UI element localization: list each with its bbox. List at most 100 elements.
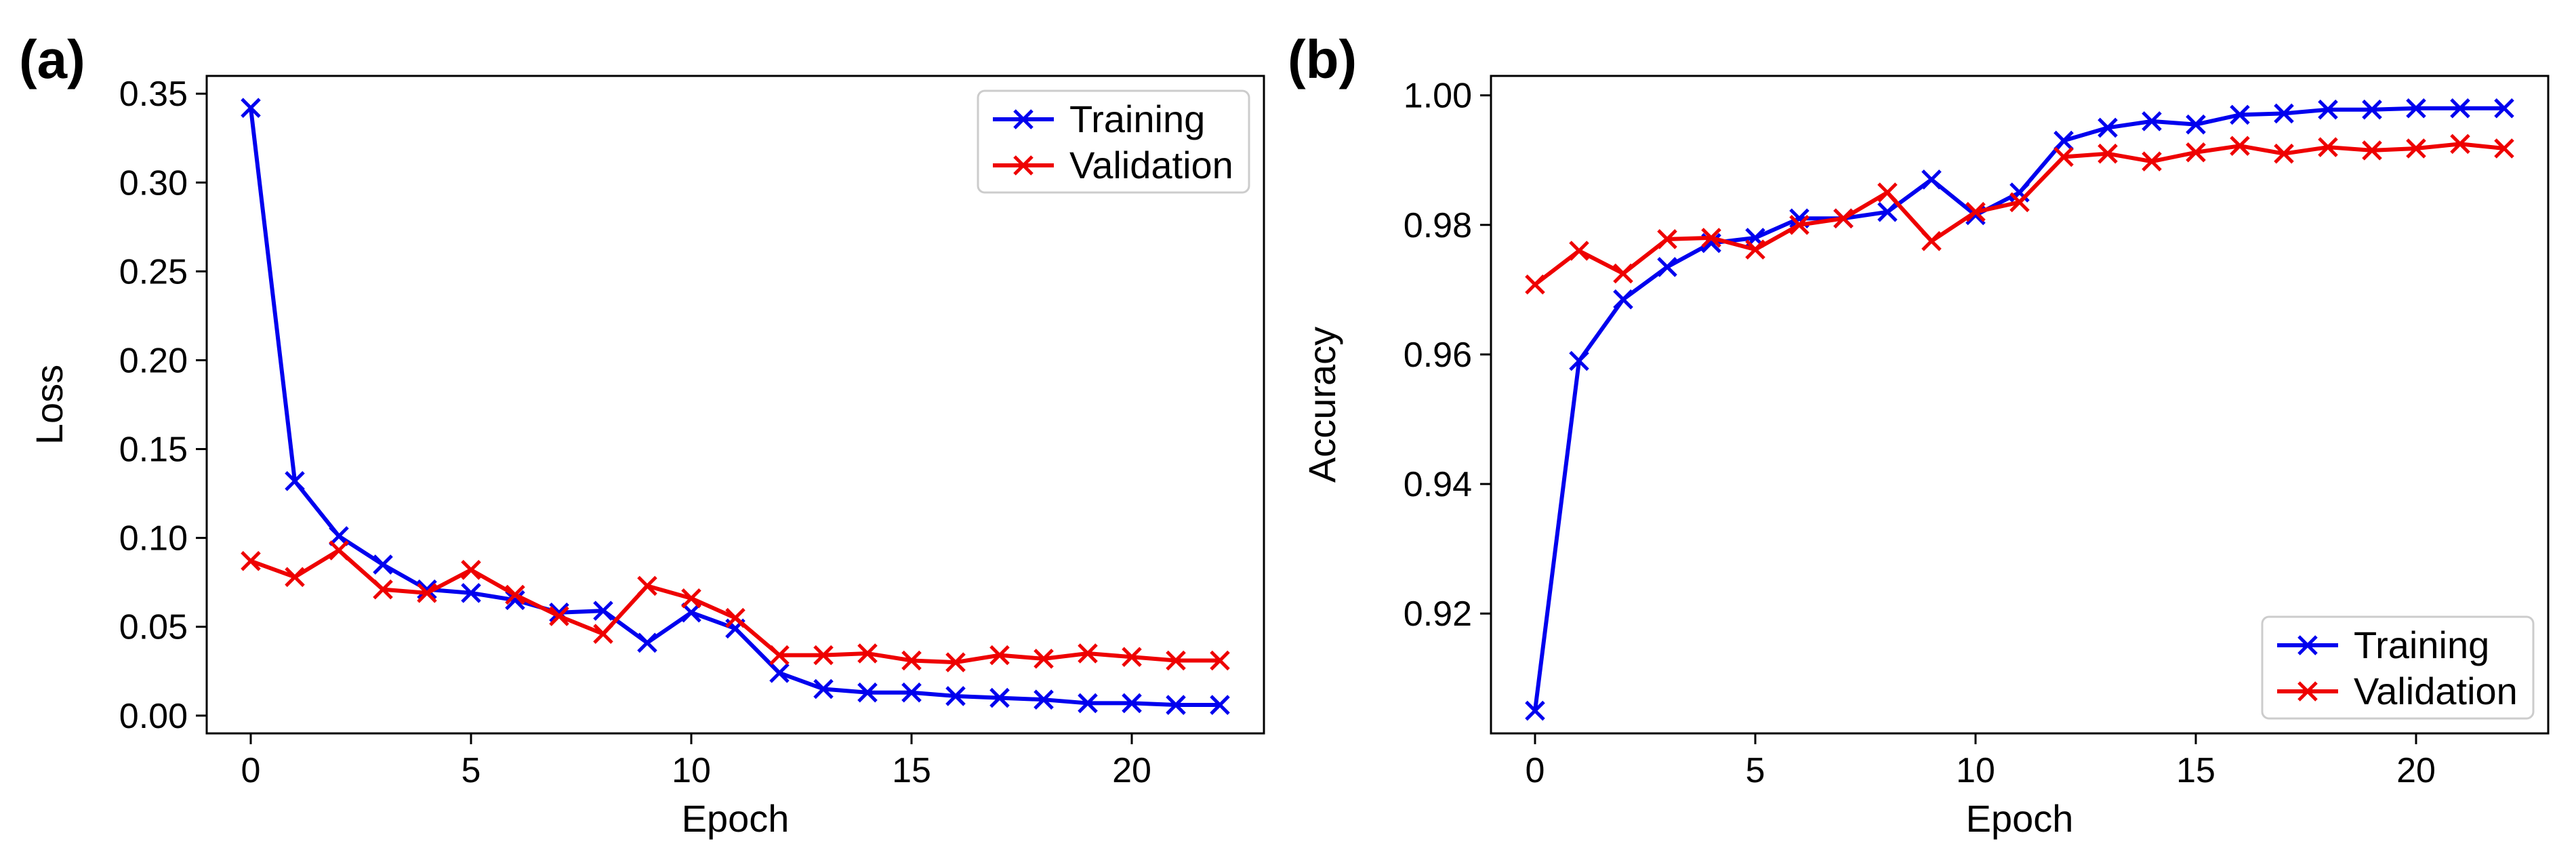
panel-b-series-validation-point-stroke-b xyxy=(1833,208,1854,229)
panel-b-series-validation-point xyxy=(2186,142,2206,163)
panel-a-series-validation-point-stroke-b xyxy=(945,652,966,672)
y-tick-label: 0.98 xyxy=(1404,206,1472,245)
panel-b-legend-entry-validation-label: Validation xyxy=(2354,670,2518,712)
x-tick-label: 10 xyxy=(672,751,711,790)
panel-b-series-validation-point-stroke-b xyxy=(2450,134,2470,155)
panel-b-series-validation-point-stroke-b xyxy=(2098,143,2118,164)
panel-b-series-validation-point xyxy=(1657,229,1677,249)
panel-b-series-validation-point xyxy=(1613,263,1633,284)
panel-a-legend-entry-training-marker xyxy=(1013,109,1034,129)
panel-a-series-training-point-stroke-b xyxy=(1122,693,1142,714)
panel-b-series-training-point xyxy=(2318,99,2338,120)
panel-b-series-validation-point xyxy=(2009,192,2030,213)
y-tick-label: 1.00 xyxy=(1404,77,1472,116)
panel-a-series-training-point xyxy=(461,583,481,603)
panel-a-legend-entry-training-label: Training xyxy=(1069,98,1205,140)
x-tick-label: 20 xyxy=(2396,751,2436,790)
panel-a-series-validation-point-stroke-b xyxy=(1078,643,1098,664)
x-tick-label: 5 xyxy=(1746,751,1765,790)
y-tick-label: 0.92 xyxy=(1404,594,1472,634)
panel-b-legend-entry-training: Training xyxy=(2277,624,2489,666)
panel-a-series-training-point-stroke-b xyxy=(637,632,657,653)
panel-b-series-training-point-stroke-b xyxy=(2053,130,2074,151)
panel-a-x-axis: 0 5 10 15 20 xyxy=(241,733,1151,790)
panel-a-series-training-point-stroke-b xyxy=(1166,695,1186,715)
panel-a-series-validation-point xyxy=(373,579,393,600)
panel-b-series-training-point-stroke-b xyxy=(1789,208,1810,229)
panel-a-series-validation-point-stroke-b xyxy=(593,624,613,644)
panel-a-series-validation-point xyxy=(681,588,701,609)
panel-a-series-validation-point xyxy=(285,567,305,588)
panel-a-series-validation-point xyxy=(725,607,745,628)
panel-b-series-validation-point-stroke-b xyxy=(1789,215,1810,235)
panel-b-series-training-point xyxy=(2053,130,2074,151)
panel-a-series-training-line xyxy=(249,107,1220,708)
panel-a-legend-entry-validation-marker-stroke-b xyxy=(1013,155,1034,176)
panel-b-series-training-point-stroke-b xyxy=(2186,114,2206,135)
panel-a-series-training-point-stroke-b xyxy=(901,682,922,703)
x-tick-label: 0 xyxy=(241,751,261,790)
panel-a-series-validation-point xyxy=(417,583,437,603)
panel-b-series-validation-point-stroke-b xyxy=(2406,138,2426,159)
panel-b-series-training-point-stroke-b xyxy=(1921,169,1942,190)
panel-a-series-training-point-stroke-b xyxy=(593,601,613,621)
panel-b-series-training-point-stroke-b xyxy=(2362,99,2382,120)
y-tick-label: 0.96 xyxy=(1404,336,1472,375)
panel-a-legend-entry-training: Training xyxy=(993,98,1205,140)
y-tick-label: 0.10 xyxy=(119,519,188,559)
panel-b-series-training-point-stroke-b xyxy=(1657,257,1677,277)
y-tick-label: 0.94 xyxy=(1404,465,1472,504)
panel-a-series-validation-point xyxy=(769,645,790,666)
panel-a-series-training-point-stroke-b xyxy=(373,554,393,575)
panel-a-series-training-point-stroke-b xyxy=(1034,689,1054,710)
panel-a-series-training-point-stroke-b xyxy=(681,602,701,623)
panel-b-series-validation xyxy=(1525,134,2514,295)
panel-b-series-training-point xyxy=(2186,114,2206,135)
panel-a-series-validation-point-stroke-b xyxy=(461,560,481,580)
panel-b-series-validation-point-stroke-b xyxy=(2009,192,2030,213)
panel-b-series-training-point xyxy=(2406,98,2426,119)
panel-b-series-validation-point xyxy=(2142,151,2162,171)
panel-b-y-axis: 0.92 0.94 0.96 0.98 1.00 xyxy=(1404,77,1491,634)
panel-a-series-training-point xyxy=(901,682,922,703)
panel-b-series-validation-point-stroke-b xyxy=(1965,201,1986,222)
panel-b-series-training-point-stroke-b xyxy=(2406,98,2426,119)
panel-a-series-training-point-stroke-b xyxy=(549,602,569,623)
panel-a-y-axis-label: Loss xyxy=(28,365,70,445)
panel-a-series-validation-point-stroke-b xyxy=(813,645,834,666)
panel-b-plot-frame xyxy=(1490,75,2550,735)
y-tick-label: 0.15 xyxy=(119,430,188,470)
panel-a-series-training-point xyxy=(505,590,525,611)
panel-b-legend-entry-training-marker xyxy=(2297,635,2318,655)
panel-a-series-training-point-stroke-b xyxy=(1078,693,1098,714)
panel-b-series-training-point xyxy=(2230,104,2250,125)
panel-b-y-axis-label: Accuracy xyxy=(1301,327,1343,483)
panel-b-series-training-point xyxy=(2274,103,2294,124)
panel-b-series-validation-point xyxy=(2318,137,2338,157)
panel-a-legend-entry-validation: Validation xyxy=(993,144,1233,186)
panel-b-series-training-point xyxy=(2142,111,2162,131)
panel-a-series-validation-point-stroke-b xyxy=(857,643,878,664)
panel-b-series-validation-point-stroke-b xyxy=(1877,182,1898,203)
panel-a-series-training-point-stroke-b xyxy=(285,470,305,491)
panel-b-series-training-point-stroke-b xyxy=(1569,350,1589,371)
y-tick-label: 0.00 xyxy=(119,697,188,736)
panel-a-series-validation-point-stroke-b xyxy=(241,550,261,571)
panel-a-series-validation-point-stroke-b xyxy=(725,607,745,628)
panel-b-series-validation-point xyxy=(1789,215,1810,235)
panel-a-series-training-point xyxy=(593,601,613,621)
panel-b-series-validation-point-stroke-b xyxy=(2230,136,2250,156)
panel-a-series-validation-point-stroke-b xyxy=(637,575,657,596)
panel-b-series-validation-point-stroke-b xyxy=(2053,146,2074,167)
panel-b-series-training-point xyxy=(1569,350,1589,371)
panel-a-series-training-point xyxy=(373,554,393,575)
panel-b-series-validation-line xyxy=(1534,142,2505,287)
panel-a-series-validation-point-stroke-b xyxy=(681,588,701,609)
panel-a-plot-frame xyxy=(205,75,1265,735)
x-tick-label: 5 xyxy=(462,751,481,790)
panel-a-series-validation-point xyxy=(857,643,878,664)
panel-a-series-validation-point xyxy=(241,550,261,571)
panel-b-legend-entry-training-marker-stroke-b xyxy=(2297,635,2318,655)
panel-a-series-training-point xyxy=(285,470,305,491)
